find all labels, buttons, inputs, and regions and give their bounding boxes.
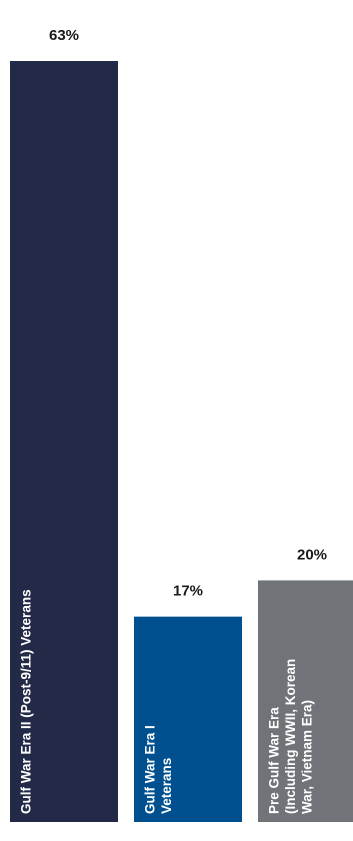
bar-label-3: Pre Gulf War Era (Including WWII, Korean W…	[266, 659, 314, 814]
bar-1	[10, 61, 118, 822]
bar-2	[134, 616, 242, 822]
value-label-2: 17%	[173, 583, 203, 600]
bar-label-3-line-3: War, Vietnam Era)	[299, 700, 314, 814]
value-label-3: 20%	[297, 546, 327, 563]
value-label-1: 63%	[49, 27, 79, 44]
bar-label-2: Gulf War Era I Veterans	[142, 725, 174, 814]
bar-label-3-line-1: Pre Gulf War Era	[266, 707, 281, 814]
bar-label-1-line-1: Gulf War Era II (Post-9/11) Veterans	[18, 589, 33, 814]
bar-label-2-line-2: Veterans	[159, 758, 174, 814]
bar-label-1: Gulf War Era II (Post-9/11) Veterans	[18, 589, 33, 814]
bar-label-2-line-1: Gulf War Era I	[142, 725, 157, 814]
bar-3	[258, 580, 353, 822]
bar-label-3-line-2: (Including WWII, Korean	[283, 659, 298, 814]
